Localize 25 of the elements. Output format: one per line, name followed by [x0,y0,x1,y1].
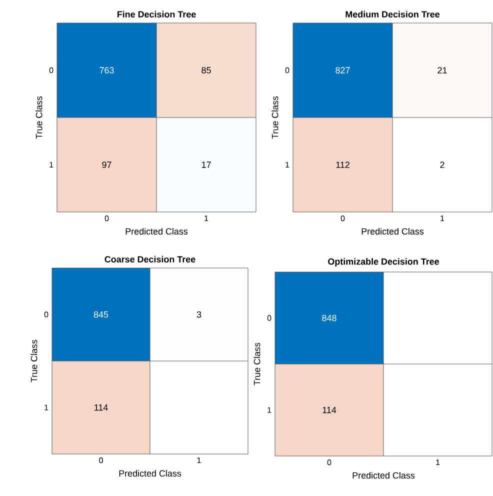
x-axis-title: Predicted Class [126,228,188,235]
x-axis-title: Predicted Class [119,470,182,477]
data-label: 112 [336,162,350,168]
chart-title: Coarse Decision Tree [104,256,196,262]
data-label: 3 [196,311,202,318]
data-label: 17 [202,162,211,168]
data-label: 848 [322,314,336,322]
y-axis-title: True Class [272,96,278,139]
data-label: 114 [322,406,336,414]
data-label: 97 [102,162,112,168]
y-axis-title: True Class [36,96,42,139]
y-axis-title: True Class [30,340,38,382]
chart-title: Fine Decision Tree [117,10,196,18]
chart-title: Optimizable Decision Tree [328,258,440,266]
data-label: 114 [94,404,108,411]
data-label: 845 [94,311,108,318]
x-axis-title: Predicted Class [362,228,424,235]
data-label: 763 [100,67,114,74]
data-label: 827 [336,67,350,74]
data-label: 21 [438,67,447,74]
y-axis-title: True Class [254,342,260,386]
x-axis-title: Predicted Class [352,472,415,479]
data-label: 2 [440,162,444,168]
chart-title: Medium Decision Tree [346,10,440,18]
data-label: 85 [202,67,211,74]
